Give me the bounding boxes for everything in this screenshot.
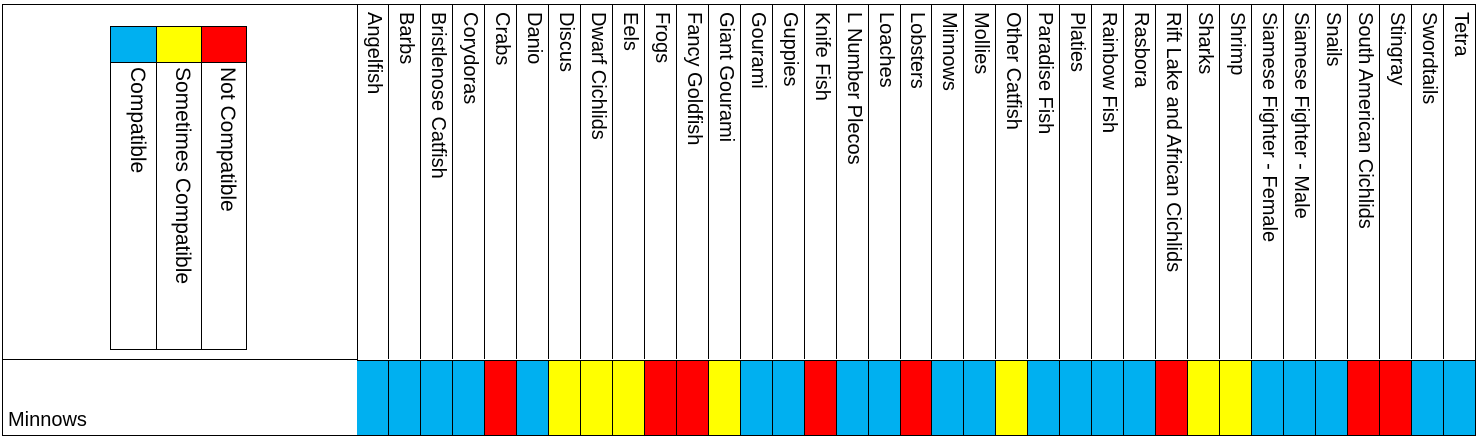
column-header-lobsters: Lobsters	[901, 4, 932, 359]
column-header-guppies: Guppies	[773, 4, 805, 359]
column-header-barbs: Barbs	[389, 4, 421, 359]
column-header-discus: Discus	[549, 4, 581, 359]
column-header-platies: Platies	[1060, 4, 1092, 359]
column-header-siamese-fighter-female: Siamese Fighter - Female	[1252, 4, 1284, 359]
status-cell-dwarf-cichlids	[581, 361, 613, 436]
status-cell-guppies	[773, 361, 805, 436]
status-cell-l-number-plecos	[837, 361, 869, 436]
legend-item-compatible: Compatible	[111, 27, 156, 349]
status-cell-minnows	[932, 361, 964, 436]
status-cell-south-american-cichlids	[1348, 361, 1380, 436]
column-header-other-catfish: Other Catfish	[996, 4, 1028, 359]
column-header-giant-gourami: Giant Gourami	[709, 4, 741, 359]
column-header-stingray: Stingray	[1380, 4, 1412, 359]
status-cell-siamese-fighter-male	[1284, 361, 1316, 436]
column-header-minnows: Minnows	[932, 4, 964, 359]
column-header-loaches: Loaches	[869, 4, 901, 359]
column-header-south-american-cichlids: South American Cichlids	[1348, 4, 1380, 359]
legend-divider	[201, 27, 202, 349]
status-cell-discus	[549, 361, 581, 436]
status-cell-frogs	[645, 361, 677, 436]
column-header-danio: Danio	[517, 4, 549, 359]
status-cell-knife-fish	[805, 361, 837, 436]
status-cell-gourami	[741, 361, 773, 436]
column-header-rasbora: Rasbora	[1124, 4, 1156, 359]
column-header-gourami: Gourami	[741, 4, 773, 359]
legend-item-sometimes: Sometimes Compatible	[156, 27, 201, 349]
status-cell-siamese-fighter-female	[1252, 361, 1284, 436]
status-cell-mollies	[964, 361, 996, 436]
column-header-paradise-fish: Paradise Fish	[1028, 4, 1060, 359]
row-label: Minnows	[8, 409, 87, 431]
column-header-snails: Snails	[1316, 4, 1348, 359]
column-header-frogs: Frogs	[645, 4, 677, 359]
status-cell-giant-gourami	[709, 361, 741, 436]
legend-swatch	[111, 27, 156, 63]
column-header-rainbow-fish: Rainbow Fish	[1092, 4, 1124, 359]
column-header-siamese-fighter-male: Siamese Fighter - Male	[1284, 4, 1316, 359]
column-header-dwarf-cichlids: Dwarf Cichlids	[581, 4, 613, 359]
column-header-angelfish: Angelfish	[357, 4, 389, 359]
column-header-rift-lake-and-african-cichlids: Rift Lake and African Cichlids	[1156, 4, 1188, 359]
status-cell-rasbora	[1124, 361, 1156, 436]
status-cell-loaches	[869, 361, 901, 436]
status-cell-platies	[1060, 361, 1092, 436]
column-headers: Angelfish Barbs Bristlenose Catfish Corydor…	[357, 4, 1476, 360]
column-header-fancy-goldfish: Fancy Goldfish	[677, 4, 709, 359]
legend-item-not-compatible: Not Compatible	[201, 27, 246, 349]
status-cell-corydoras	[453, 361, 485, 436]
column-header-l-number-plecos: L Number Plecos	[837, 4, 869, 359]
status-cell-barbs	[389, 361, 421, 436]
status-cell-stingray	[1380, 361, 1412, 436]
column-header-knife-fish: Knife Fish	[805, 4, 837, 359]
status-cell-other-catfish	[996, 361, 1028, 436]
legend-divider	[156, 27, 157, 349]
status-cell-danio	[517, 361, 549, 436]
column-header-eels: Eels	[613, 4, 645, 359]
status-cell-sharks	[1188, 361, 1220, 436]
column-header-swordtails: Swordtails	[1412, 4, 1444, 359]
legend-swatch	[201, 27, 246, 63]
column-header-shrimp: Shrimp	[1220, 4, 1252, 359]
status-cell-swordtails	[1412, 361, 1444, 436]
status-cell-crabs	[485, 361, 517, 436]
status-cell-angelfish	[357, 361, 389, 436]
table-border	[2, 4, 1476, 436]
legend-cell: Compatible Sometimes Compatible Not Compat…	[2, 4, 358, 360]
legend: Compatible Sometimes Compatible Not Compat…	[110, 26, 247, 350]
status-cell-eels	[613, 361, 645, 436]
column-header-crabs: Crabs	[485, 4, 517, 359]
status-cell-fancy-goldfish	[677, 361, 709, 436]
status-row	[357, 360, 1476, 436]
column-header-bristlenose-catfish: Bristlenose Catfish	[421, 4, 453, 359]
column-header-mollies: Mollies	[964, 4, 996, 359]
status-cell-shrimp	[1220, 361, 1252, 436]
status-cell-bristlenose-catfish	[421, 361, 453, 436]
column-header-sharks: Sharks	[1188, 4, 1220, 359]
status-cell-paradise-fish	[1028, 361, 1060, 436]
status-cell-rift-lake-and-african-cichlids	[1156, 361, 1188, 436]
column-header-corydoras: Corydoras	[453, 4, 485, 359]
status-cell-rainbow-fish	[1092, 361, 1124, 436]
legend-swatch	[156, 27, 201, 63]
status-cell-lobsters	[901, 361, 932, 436]
status-cell-snails	[1316, 361, 1348, 436]
